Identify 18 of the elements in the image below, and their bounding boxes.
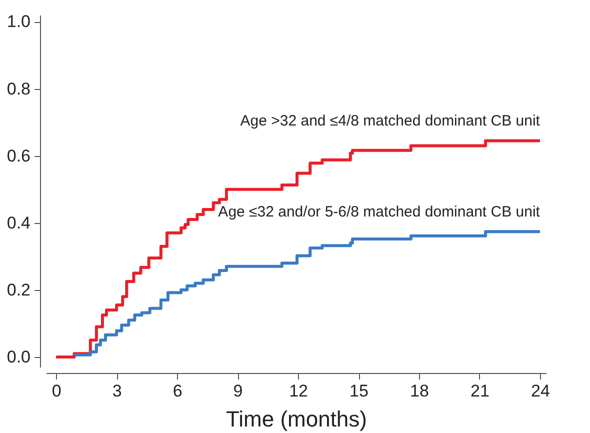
- x-tick-label: 18: [410, 382, 429, 400]
- x-axis-title: Time (months): [226, 406, 367, 432]
- y-tick-label: 0.4: [6, 213, 30, 232]
- y-tick-label: 0.6: [6, 146, 30, 166]
- series-label: Age ≤32 and/or 5-6/8 matched dominant CB unit: [218, 204, 541, 221]
- y-tick-label: 0.2: [6, 280, 30, 300]
- x-tick-label: 15: [350, 382, 368, 400]
- x-tick-label: 24: [530, 382, 550, 400]
- y-tick-label: 1.0: [6, 12, 30, 32]
- series-label: Age >32 and ≤4/8 matched dominant CB unit: [240, 112, 541, 130]
- x-tick-label: 3: [112, 382, 122, 400]
- y-tick-label: 0.8: [6, 79, 30, 98]
- x-tick-label: 6: [172, 382, 182, 400]
- x-tick-label: 12: [289, 382, 308, 400]
- x-tick-label: 21: [470, 382, 490, 400]
- x-tick-label: 9: [233, 382, 243, 400]
- y-tick-label: 0.0: [6, 347, 30, 366]
- x-tick-label: 0: [52, 382, 62, 400]
